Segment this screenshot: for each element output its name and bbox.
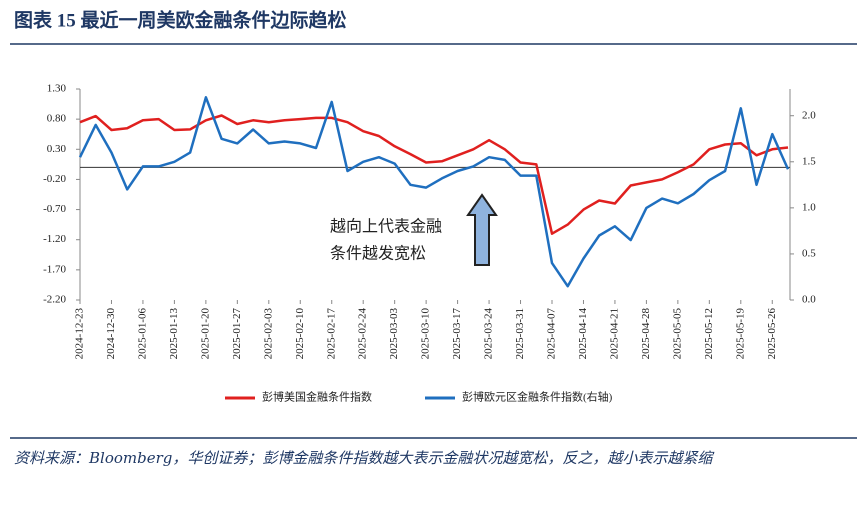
annotation: 条件越发宽松 bbox=[330, 245, 426, 263]
x-tick-label: 2025-02-03 bbox=[262, 308, 274, 360]
x-tick-label: 2025-03-31 bbox=[514, 308, 526, 359]
x-tick-label: 2025-02-24 bbox=[357, 308, 369, 360]
source-note: 资料来源：Bloomberg，华创证券；彭博金融条件指数越大表示金融状况越宽松，… bbox=[14, 449, 713, 467]
legend-label: 彭博美国金融条件指数 bbox=[262, 390, 372, 404]
y2-tick-label: 0.0 bbox=[802, 294, 816, 306]
y2-tick-label: 0.5 bbox=[802, 247, 816, 259]
x-tick-label: 2025-02-17 bbox=[325, 308, 337, 360]
x-tick-label: 2025-05-26 bbox=[766, 308, 778, 360]
x-tick-label: 2025-03-17 bbox=[451, 308, 463, 360]
x-tick-label: 2025-01-06 bbox=[136, 308, 148, 360]
chart-title: 图表 15 最近一周美欧金融条件边际趋松 bbox=[14, 8, 347, 31]
x-tick-label: 2025-04-28 bbox=[640, 308, 652, 360]
x-tick-label: 2025-04-07 bbox=[546, 308, 558, 360]
legend-label: 彭博欧元区金融条件指数(右轴) bbox=[462, 390, 613, 404]
x-tick-label: 2025-01-27 bbox=[231, 308, 243, 360]
x-tick-label: 2025-01-20 bbox=[199, 308, 211, 360]
x-tick-label: 2025-02-10 bbox=[294, 308, 306, 360]
y-tick-label: 0.30 bbox=[47, 143, 67, 155]
x-tick-label: 2025-03-24 bbox=[483, 308, 495, 360]
x-tick-label: 2025-04-21 bbox=[608, 308, 620, 359]
x-tick-label: 2024-12-23 bbox=[74, 308, 86, 360]
y-tick-label: -0.20 bbox=[43, 173, 66, 185]
y-tick-label: -1.70 bbox=[43, 263, 66, 275]
y-tick-label: 0.80 bbox=[47, 113, 67, 125]
y-tick-label: -2.20 bbox=[43, 294, 66, 306]
y-tick-label: -1.20 bbox=[43, 233, 66, 245]
y2-tick-label: 1.0 bbox=[802, 201, 816, 213]
x-tick-label: 2025-01-13 bbox=[168, 308, 180, 360]
series-line bbox=[79, 114, 789, 235]
arrow bbox=[466, 193, 498, 266]
x-tick-label: 2025-05-12 bbox=[703, 308, 715, 359]
x-tick-label: 2025-03-10 bbox=[420, 308, 432, 360]
x-tick-label: 2025-03-03 bbox=[388, 308, 400, 360]
y2-tick-label: 1.5 bbox=[802, 155, 816, 167]
x-tick-label: 2025-05-19 bbox=[734, 308, 746, 360]
series-line bbox=[78, 96, 790, 288]
annotation: 越向上代表金融 bbox=[330, 218, 442, 236]
y2-tick-label: 2.0 bbox=[802, 109, 816, 121]
x-tick-label: 2025-05-05 bbox=[671, 308, 683, 360]
x-tick-label: 2024-12-30 bbox=[105, 308, 117, 360]
x-tick-label: 2025-04-14 bbox=[577, 308, 589, 360]
y-tick-label: 1.30 bbox=[47, 83, 67, 95]
y-tick-label: -0.70 bbox=[43, 203, 66, 215]
